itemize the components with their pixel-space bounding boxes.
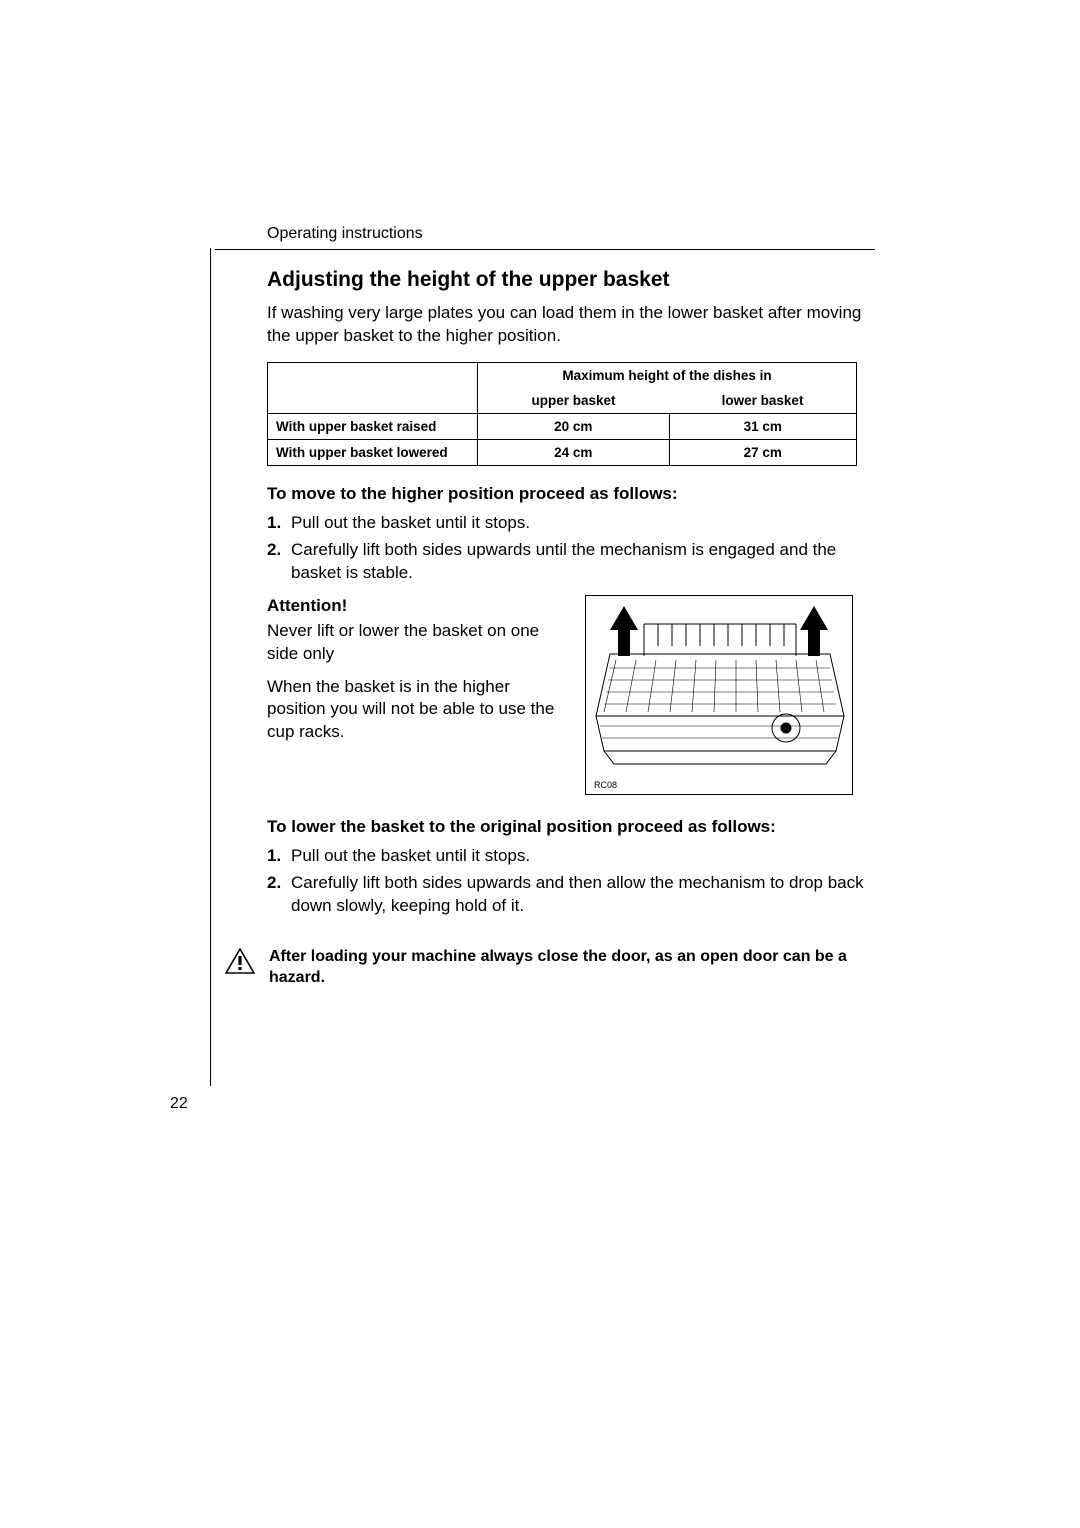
section-title: Adjusting the height of the upper basket	[215, 268, 875, 292]
table-row: With upper basket lowered 24 cm 27 cm	[268, 439, 857, 465]
figure-caption: RC08	[594, 780, 617, 790]
list-item: 2.Carefully lift both sides upwards and …	[267, 872, 875, 918]
basket-illustration	[586, 596, 852, 794]
warning-block: After loading your machine always close …	[215, 946, 875, 989]
list-text: Carefully lift both sides upwards and th…	[291, 872, 875, 918]
list-text: Carefully lift both sides upwards until …	[291, 539, 875, 585]
header-rule	[215, 249, 875, 250]
left-margin-rule	[210, 248, 211, 1086]
warning-icon	[225, 948, 255, 974]
table-col-upper: upper basket	[478, 388, 670, 414]
procedure-up-list: 1.Pull out the basket until it stops. 2.…	[215, 512, 875, 585]
warning-text: After loading your machine always close …	[269, 946, 875, 989]
page: Operating instructions Adjusting the hei…	[0, 0, 1080, 1528]
list-text: Pull out the basket until it stops.	[291, 845, 530, 868]
table-col-lower: lower basket	[669, 388, 856, 414]
basket-figure: RC08	[585, 595, 853, 795]
cell-value: 20 cm	[478, 413, 670, 439]
attention-heading: Attention!	[267, 595, 567, 618]
row-label: With upper basket lowered	[268, 439, 478, 465]
content-frame: Operating instructions Adjusting the hei…	[215, 225, 875, 989]
attention-line: Never lift or lower the basket on one si…	[267, 620, 567, 666]
attention-line: When the basket is in the higher positio…	[267, 676, 567, 745]
procedure-down-list: 1.Pull out the basket until it stops. 2.…	[215, 845, 875, 918]
attention-text: Attention! Never lift or lower the baske…	[267, 595, 567, 795]
attention-block: Attention! Never lift or lower the baske…	[215, 595, 875, 795]
cell-value: 31 cm	[669, 413, 856, 439]
cell-value: 27 cm	[669, 439, 856, 465]
list-item: 2.Carefully lift both sides upwards unti…	[267, 539, 875, 585]
running-header: Operating instructions	[215, 225, 875, 243]
table-header-main: Maximum height of the dishes in	[478, 362, 857, 388]
height-table: Maximum height of the dishes in upper ba…	[267, 362, 857, 466]
list-item: 1.Pull out the basket until it stops.	[267, 512, 875, 535]
list-item: 1.Pull out the basket until it stops.	[267, 845, 875, 868]
procedure-up-heading: To move to the higher position proceed a…	[215, 484, 875, 504]
procedure-down-heading: To lower the basket to the original posi…	[215, 817, 875, 837]
cell-value: 24 cm	[478, 439, 670, 465]
list-text: Pull out the basket until it stops.	[291, 512, 530, 535]
row-label: With upper basket raised	[268, 413, 478, 439]
page-number: 22	[170, 1095, 188, 1113]
intro-paragraph: If washing very large plates you can loa…	[215, 302, 875, 348]
table-row: With upper basket raised 20 cm 31 cm	[268, 413, 857, 439]
